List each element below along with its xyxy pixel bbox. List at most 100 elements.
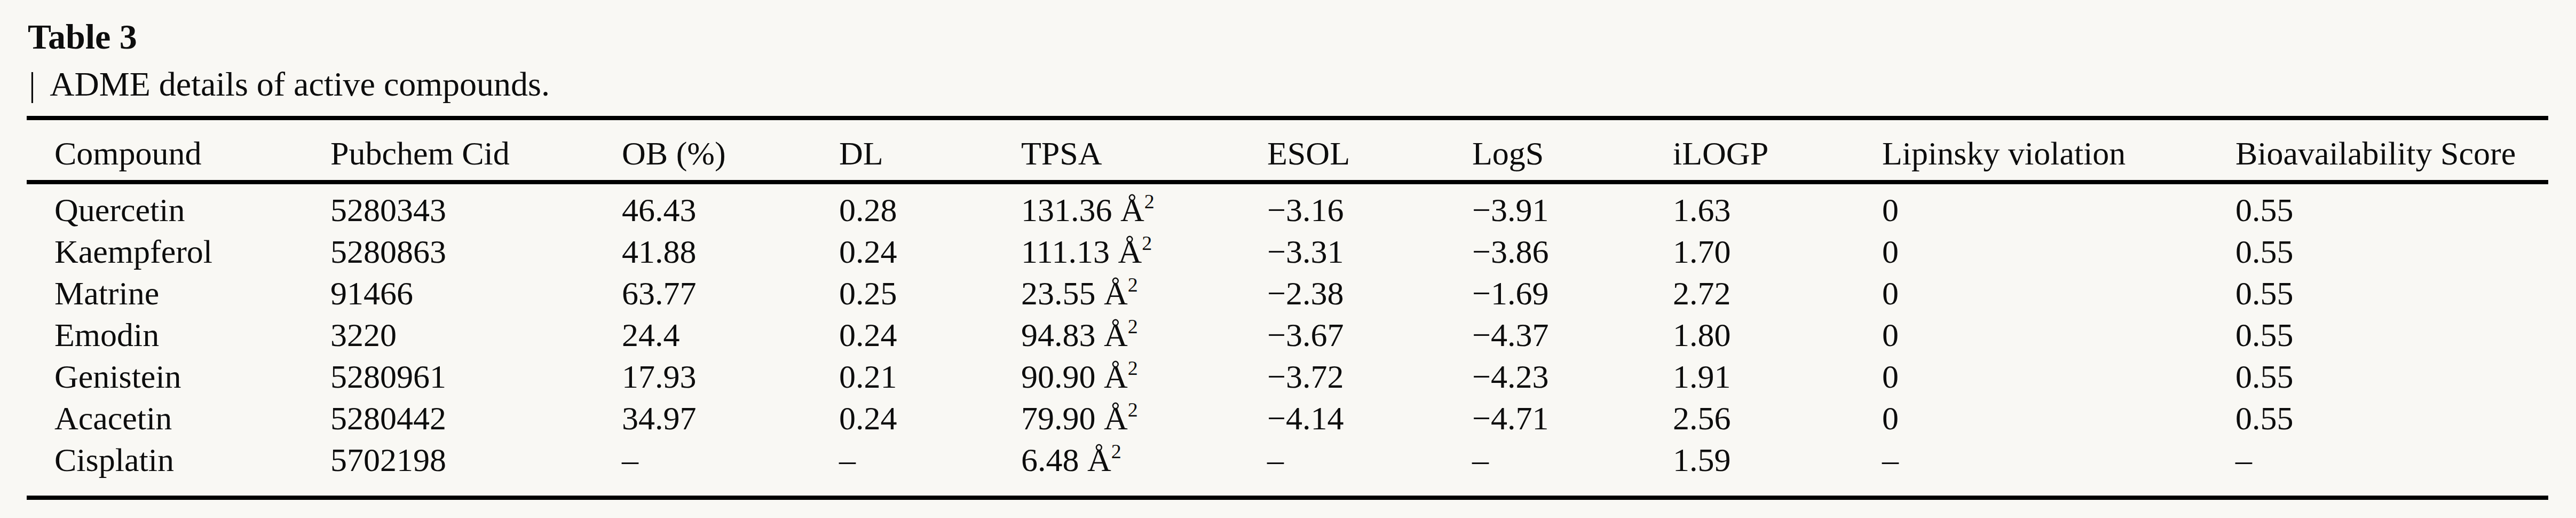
cell-compound: Emodin [27, 314, 303, 356]
tpsa-value: 111.13 [1021, 233, 1110, 270]
cell-ilogp: 2.72 [1645, 272, 1854, 314]
cell-compound: Cisplatin [27, 439, 303, 498]
table-row: Cisplatin 5702198 – – 6.48 Å2 – – 1.59 –… [27, 439, 2548, 498]
cell-ilogp: 2.56 [1645, 397, 1854, 439]
cell-ob: 34.97 [594, 397, 811, 439]
col-header-logs: LogS [1444, 118, 1645, 182]
col-header-compound: Compound [27, 118, 303, 182]
cell-logs: −1.69 [1444, 272, 1645, 314]
angstrom-unit: Å [1120, 192, 1144, 228]
cell-logs: −4.71 [1444, 397, 1645, 439]
cell-lipinsky: 0 [1854, 272, 2208, 314]
cell-bioavailability: 0.55 [2208, 356, 2548, 397]
cell-ilogp: 1.91 [1645, 356, 1854, 397]
cell-pubchem-cid: 5280863 [303, 231, 594, 272]
cell-tpsa: 94.83 Å2 [993, 314, 1239, 356]
angstrom-unit: Å [1118, 233, 1142, 270]
tpsa-value: 131.36 [1021, 192, 1112, 228]
table-row: Acacetin 5280442 34.97 0.24 79.90 Å2 −4.… [27, 397, 2548, 439]
cell-tpsa: 79.90 Å2 [993, 397, 1239, 439]
cell-dl: 0.28 [811, 182, 993, 231]
squared-superscript: 2 [1128, 273, 1138, 296]
col-header-pubchem-cid: Pubchem Cid [303, 118, 594, 182]
adme-table: Compound Pubchem Cid OB (%) DL TPSA ESOL… [27, 116, 2548, 500]
table-caption: | ADME details of active compounds. [29, 67, 550, 101]
cell-esol: −2.38 [1239, 272, 1444, 314]
angstrom-unit: Å [1104, 400, 1128, 436]
cell-lipinsky: 0 [1854, 356, 2208, 397]
table-row: Quercetin 5280343 46.43 0.28 131.36 Å2 −… [27, 182, 2548, 231]
tpsa-value: 6.48 [1021, 442, 1079, 478]
squared-superscript: 2 [1142, 232, 1152, 254]
cell-ilogp: 1.80 [1645, 314, 1854, 356]
cell-dl: 0.24 [811, 397, 993, 439]
table-label: Table 3 [28, 19, 137, 54]
cell-esol: −3.67 [1239, 314, 1444, 356]
cell-bioavailability: 0.55 [2208, 182, 2548, 231]
table-row: Kaempferol 5280863 41.88 0.24 111.13 Å2 … [27, 231, 2548, 272]
cell-dl: 0.24 [811, 231, 993, 272]
cell-compound: Acacetin [27, 397, 303, 439]
cell-bioavailability: 0.55 [2208, 231, 2548, 272]
caption-text: ADME details of active compounds. [50, 65, 550, 103]
cell-lipinsky: – [1854, 439, 2208, 498]
cell-ilogp: 1.70 [1645, 231, 1854, 272]
cell-ob: 41.88 [594, 231, 811, 272]
cell-ob: 24.4 [594, 314, 811, 356]
cell-pubchem-cid: 3220 [303, 314, 594, 356]
cell-ob: 46.43 [594, 182, 811, 231]
col-header-bioavailability-score: Bioavailability Score [2208, 118, 2548, 182]
tpsa-value: 94.83 [1021, 317, 1096, 353]
cell-esol: −3.31 [1239, 231, 1444, 272]
cell-logs: −4.37 [1444, 314, 1645, 356]
squared-superscript: 2 [1128, 315, 1138, 338]
cell-esol: −3.72 [1239, 356, 1444, 397]
angstrom-unit: Å [1104, 317, 1128, 353]
col-header-esol: ESOL [1239, 118, 1444, 182]
cell-pubchem-cid: 5702198 [303, 439, 594, 498]
cell-logs: −3.91 [1444, 182, 1645, 231]
cell-tpsa: 6.48 Å2 [993, 439, 1239, 498]
angstrom-unit: Å [1104, 358, 1128, 395]
cell-lipinsky: 0 [1854, 231, 2208, 272]
cell-ob: 17.93 [594, 356, 811, 397]
cell-pubchem-cid: 91466 [303, 272, 594, 314]
squared-superscript: 2 [1128, 357, 1138, 379]
cell-bioavailability: 0.55 [2208, 314, 2548, 356]
cell-lipinsky: 0 [1854, 182, 2208, 231]
paper-table-figure: Table 3 | ADME details of active compoun… [0, 0, 2576, 518]
cell-lipinsky: 0 [1854, 314, 2208, 356]
cell-dl: 0.24 [811, 314, 993, 356]
cell-pubchem-cid: 5280961 [303, 356, 594, 397]
cell-logs: −3.86 [1444, 231, 1645, 272]
col-header-tpsa: TPSA [993, 118, 1239, 182]
tpsa-value: 90.90 [1021, 358, 1096, 395]
cell-logs: −4.23 [1444, 356, 1645, 397]
caption-bar: | [29, 65, 43, 103]
cell-compound: Genistein [27, 356, 303, 397]
table-row: Emodin 3220 24.4 0.24 94.83 Å2 −3.67 −4.… [27, 314, 2548, 356]
header-row: Compound Pubchem Cid OB (%) DL TPSA ESOL… [27, 118, 2548, 182]
tpsa-value: 23.55 [1021, 275, 1096, 311]
cell-tpsa: 111.13 Å2 [993, 231, 1239, 272]
cell-pubchem-cid: 5280343 [303, 182, 594, 231]
cell-compound: Quercetin [27, 182, 303, 231]
cell-dl: – [811, 439, 993, 498]
cell-ilogp: 1.59 [1645, 439, 1854, 498]
table-row: Genistein 5280961 17.93 0.21 90.90 Å2 −3… [27, 356, 2548, 397]
squared-superscript: 2 [1111, 440, 1121, 462]
squared-superscript: 2 [1128, 398, 1138, 421]
cell-bioavailability: 0.55 [2208, 272, 2548, 314]
angstrom-unit: Å [1087, 442, 1111, 478]
cell-dl: 0.25 [811, 272, 993, 314]
cell-ob: 63.77 [594, 272, 811, 314]
col-header-lipinsky-violation: Lipinsky violation [1854, 118, 2208, 182]
cell-tpsa: 90.90 Å2 [993, 356, 1239, 397]
cell-esol: −4.14 [1239, 397, 1444, 439]
cell-bioavailability: – [2208, 439, 2548, 498]
cell-compound: Matrine [27, 272, 303, 314]
squared-superscript: 2 [1144, 190, 1155, 213]
cell-tpsa: 23.55 Å2 [993, 272, 1239, 314]
col-header-dl: DL [811, 118, 993, 182]
angstrom-unit: Å [1104, 275, 1128, 311]
